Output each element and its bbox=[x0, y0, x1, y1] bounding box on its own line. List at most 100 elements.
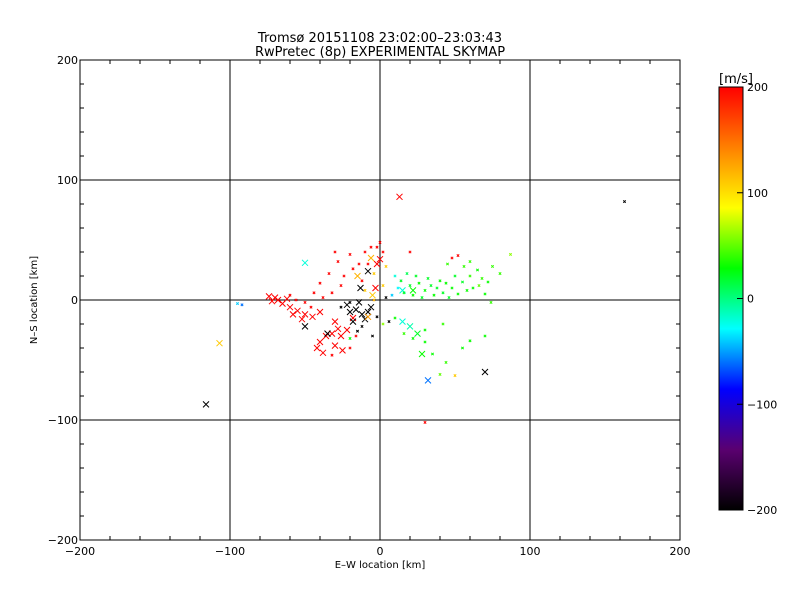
data-point-dot bbox=[453, 274, 457, 278]
data-point-x bbox=[406, 323, 414, 330]
data-point-dot bbox=[321, 296, 325, 300]
x-tick-label: −100 bbox=[215, 545, 245, 558]
data-point-x bbox=[418, 350, 426, 358]
data-point-x bbox=[268, 297, 276, 305]
data-point-dot bbox=[453, 374, 457, 378]
data-point-x bbox=[316, 308, 324, 316]
data-point-x bbox=[339, 347, 346, 354]
axis-layer: −200 −100 0 100 200 −200 −100 0 100 200 bbox=[48, 54, 691, 558]
data-point-dot bbox=[450, 286, 454, 290]
data-point-dot bbox=[390, 293, 394, 297]
x-tick-label: 0 bbox=[377, 545, 384, 558]
y-tick-label: −100 bbox=[48, 414, 78, 427]
data-point-dot bbox=[402, 332, 406, 336]
data-point-dot bbox=[235, 302, 240, 306]
data-point-dot bbox=[462, 264, 466, 268]
data-point-x bbox=[369, 291, 376, 299]
data-point-dot bbox=[348, 300, 352, 304]
data-point-x bbox=[324, 330, 331, 337]
x-tick-label: 200 bbox=[670, 545, 691, 558]
data-point-x bbox=[364, 313, 372, 321]
colorbar-label: [m/s] bbox=[719, 72, 753, 87]
y-tick-label: 100 bbox=[57, 174, 78, 187]
colorbar-tick-label: −100 bbox=[747, 398, 777, 411]
data-point-dot bbox=[360, 324, 364, 328]
data-point-dot bbox=[438, 279, 442, 283]
data-point-dot bbox=[490, 264, 495, 268]
data-point-dot bbox=[384, 264, 388, 268]
points-layer bbox=[202, 193, 627, 424]
data-point-x bbox=[301, 259, 309, 267]
data-point-x bbox=[313, 344, 321, 352]
data-point-dot bbox=[622, 200, 627, 204]
data-point-dot bbox=[399, 279, 403, 283]
data-point-dot bbox=[408, 250, 412, 254]
data-point-dot bbox=[363, 288, 367, 292]
data-point-dot bbox=[336, 260, 340, 264]
data-point-x bbox=[399, 318, 406, 325]
data-point-x bbox=[319, 349, 327, 357]
data-point-dot bbox=[360, 279, 364, 283]
data-point-dot bbox=[423, 340, 427, 344]
data-point-x bbox=[352, 306, 360, 313]
data-point-dot bbox=[411, 293, 415, 297]
data-point-dot bbox=[339, 305, 343, 309]
data-point-x bbox=[346, 308, 354, 316]
data-point-x bbox=[373, 260, 381, 268]
data-point-dot bbox=[370, 334, 375, 338]
data-point-x bbox=[286, 303, 294, 311]
data-point-x bbox=[216, 339, 223, 347]
data-point-x bbox=[414, 330, 421, 337]
data-point-dot bbox=[468, 274, 472, 278]
data-point-dot bbox=[354, 334, 358, 338]
data-point-dot bbox=[369, 245, 373, 249]
data-point-x bbox=[289, 311, 297, 318]
data-point-dot bbox=[348, 346, 352, 350]
data-point-dot bbox=[342, 274, 346, 278]
data-point-dot bbox=[355, 329, 360, 333]
data-point-dot bbox=[423, 420, 427, 424]
colorbar-tick-label: −200 bbox=[747, 504, 777, 517]
data-point-dot bbox=[288, 293, 292, 297]
data-point-x bbox=[372, 284, 379, 292]
data-point-dot bbox=[441, 322, 445, 326]
data-point-dot bbox=[480, 276, 484, 280]
x-tick-label: 100 bbox=[520, 545, 541, 558]
data-point-x bbox=[337, 332, 345, 340]
data-point-x bbox=[357, 284, 364, 292]
data-point-x bbox=[376, 255, 384, 263]
data-point-x bbox=[364, 308, 372, 316]
data-point-dot bbox=[330, 291, 334, 295]
data-point-x bbox=[396, 193, 403, 201]
data-point-dot bbox=[339, 284, 343, 288]
data-point-x bbox=[331, 318, 339, 325]
data-point-x bbox=[274, 296, 282, 304]
data-point-dot bbox=[489, 300, 493, 304]
data-point-dot bbox=[444, 360, 448, 364]
plot-area bbox=[80, 60, 680, 540]
data-point-dot bbox=[447, 296, 451, 300]
data-point-dot bbox=[318, 281, 322, 285]
chart-subtitle: RwPretec (8p) EXPERIMENTAL SKYMAP bbox=[255, 45, 505, 60]
data-point-dot bbox=[450, 256, 454, 260]
data-point-x bbox=[364, 267, 372, 275]
data-point-dot bbox=[468, 260, 472, 264]
y-axis-label: N–S location [km] bbox=[29, 256, 40, 344]
data-point-dot bbox=[465, 288, 469, 292]
data-point-dot bbox=[477, 284, 481, 288]
x-tick-label: −200 bbox=[65, 545, 95, 558]
data-point-dot bbox=[408, 284, 412, 288]
data-point-dot bbox=[333, 250, 337, 254]
data-point-dot bbox=[423, 328, 427, 332]
data-point-dot bbox=[366, 262, 370, 266]
data-point-dot bbox=[456, 254, 460, 258]
data-point-dot bbox=[330, 353, 334, 357]
data-point-dot bbox=[378, 240, 382, 244]
data-point-dot bbox=[498, 272, 502, 276]
data-point-dot bbox=[309, 305, 313, 309]
data-point-dot bbox=[381, 284, 385, 288]
data-point-dot bbox=[372, 298, 376, 302]
data-point-dot bbox=[417, 281, 421, 285]
data-point-dot bbox=[414, 274, 418, 278]
